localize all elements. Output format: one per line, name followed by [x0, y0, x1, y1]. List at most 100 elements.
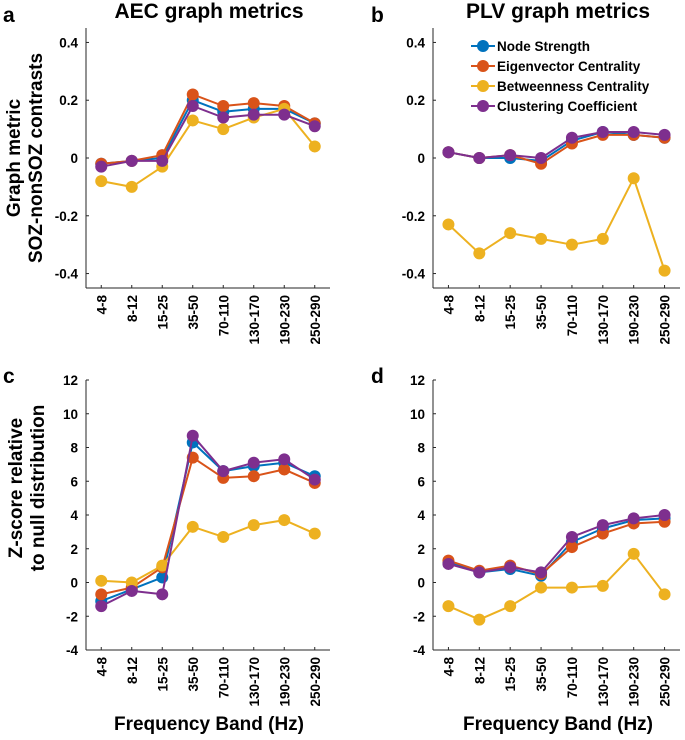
y-axis-label: Z-score relative — [6, 418, 27, 558]
data-point — [95, 160, 108, 173]
data-point — [125, 180, 138, 193]
legend-swatch-marker — [477, 60, 489, 72]
x-tick-label: 190-230 — [627, 657, 642, 707]
data-point — [308, 473, 321, 486]
panel-letter: a — [3, 4, 15, 27]
y-tick-label: 12 — [410, 373, 425, 388]
data-point — [596, 232, 609, 245]
x-tick-label: 15-25 — [503, 295, 518, 330]
data-point — [535, 581, 548, 594]
x-tick-label: 250-290 — [658, 295, 673, 345]
x-tick-label: 35-50 — [186, 295, 201, 330]
series-clustering-coefficient — [95, 100, 321, 173]
data-point — [473, 247, 486, 260]
data-point — [658, 264, 671, 277]
y-axis-label: SOZ-nonSOZ contrasts — [26, 53, 47, 263]
data-point — [473, 613, 486, 626]
y-tick-label: 0.4 — [406, 35, 425, 50]
y-tick-label: 2 — [417, 542, 425, 557]
data-point — [442, 557, 455, 570]
x-tick-label: 130-170 — [596, 657, 611, 707]
x-tick-label: 35-50 — [186, 657, 201, 692]
data-point — [278, 108, 291, 121]
x-tick-label: 190-230 — [277, 657, 292, 707]
data-point — [156, 588, 169, 601]
data-point — [565, 541, 578, 554]
x-tick-label: 35-50 — [534, 657, 549, 692]
legend-label: Betweenness Centrality — [497, 79, 650, 94]
data-point — [95, 574, 108, 587]
x-tick-label: 15-25 — [155, 295, 170, 330]
y-tick-label: -0.4 — [55, 267, 79, 282]
y-tick-label: 12 — [63, 373, 78, 388]
x-tick-label: 15-25 — [155, 657, 170, 692]
x-tick-label: 130-170 — [247, 657, 262, 707]
y-tick-label: 6 — [417, 474, 425, 489]
legend-label: Eigenvector Centrality — [497, 59, 641, 74]
y-axis-label: Graph metric — [4, 98, 25, 217]
data-point — [565, 530, 578, 543]
data-point — [186, 88, 199, 101]
data-point — [217, 123, 230, 136]
panel-letter: d — [371, 365, 384, 388]
y-tick-label: 0.2 — [406, 93, 425, 108]
series-line — [447, 177, 666, 272]
data-point — [596, 519, 609, 532]
data-point — [308, 527, 321, 540]
legend-swatch-marker — [477, 40, 489, 52]
data-point — [156, 559, 169, 572]
y-tick-label: 10 — [63, 407, 78, 422]
y-tick-label: -0.2 — [55, 209, 78, 224]
data-point — [535, 566, 548, 579]
data-point — [247, 456, 260, 469]
series-line — [101, 107, 316, 188]
x-tick-label: 250-290 — [658, 657, 673, 707]
x-tick-label: 70-110 — [216, 295, 231, 336]
y-tick-label: 8 — [417, 441, 425, 456]
y-tick-label: -2 — [413, 609, 425, 624]
data-point — [535, 232, 548, 245]
data-point — [278, 463, 291, 476]
x-tick-label: 190-230 — [277, 295, 292, 345]
y-tick-label: 0 — [70, 151, 78, 166]
y-tick-label: 0 — [70, 576, 78, 591]
data-point — [596, 579, 609, 592]
data-point — [247, 519, 260, 532]
legend-swatch-marker — [477, 80, 489, 92]
x-axis-label: Frequency Band (Hz) — [463, 714, 653, 735]
x-tick-label: 250-290 — [308, 657, 323, 707]
data-point — [95, 175, 108, 188]
data-point — [217, 111, 230, 124]
y-tick-label: 10 — [410, 407, 425, 422]
panel-d: d -4 -2 0 2 4 6 8 10 12 4-8 8-12 15-25 35-50 70-110 130… — [371, 365, 680, 735]
panel-title: PLV graph metrics — [466, 0, 650, 23]
data-point — [247, 97, 260, 110]
data-point — [125, 576, 138, 589]
series-line — [447, 552, 666, 621]
y-tick-label: 4 — [417, 508, 425, 523]
data-point — [565, 238, 578, 251]
y-tick-label: 0.4 — [59, 35, 78, 50]
x-tick-label: 70-110 — [565, 657, 580, 698]
series-clustering-coefficient — [442, 509, 671, 579]
series-clustering-coefficient — [95, 429, 321, 613]
data-point — [442, 600, 455, 613]
data-point — [473, 152, 486, 164]
series-betweenness-centrality — [442, 172, 671, 277]
y-tick-label: 0 — [417, 576, 425, 591]
x-tick-label: 70-110 — [565, 295, 580, 336]
data-point — [95, 588, 108, 601]
panel-letter: b — [371, 4, 384, 27]
x-tick-label: 70-110 — [216, 657, 231, 698]
x-tick-label: 8-12 — [472, 657, 487, 684]
x-tick-label: 8-12 — [125, 295, 140, 322]
x-tick-label: 4-8 — [441, 295, 456, 315]
x-tick-label: 4-8 — [94, 657, 109, 677]
data-point — [473, 566, 486, 579]
data-point — [504, 227, 517, 240]
data-point — [658, 588, 671, 601]
y-tick-label: -4 — [413, 643, 425, 658]
x-tick-label: 250-290 — [308, 295, 323, 345]
y-tick-label: 4 — [70, 508, 78, 523]
y-tick-label: 6 — [70, 474, 78, 489]
